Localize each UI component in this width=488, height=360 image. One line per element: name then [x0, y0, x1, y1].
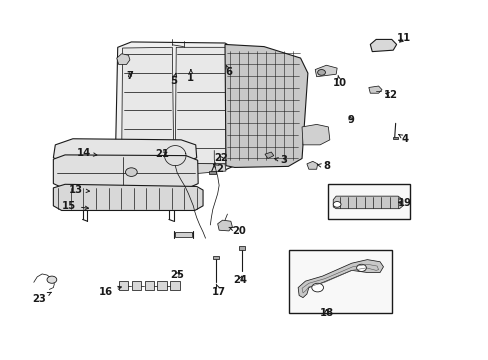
Polygon shape: [175, 232, 191, 237]
Text: 1: 1: [187, 70, 194, 83]
Text: 20: 20: [228, 226, 245, 236]
Circle shape: [125, 168, 137, 176]
Bar: [289, 250, 391, 313]
Text: 25: 25: [170, 270, 184, 280]
Text: 11: 11: [396, 33, 411, 43]
Polygon shape: [122, 47, 173, 164]
Polygon shape: [239, 246, 244, 250]
Text: 5: 5: [170, 73, 177, 86]
Text: 8: 8: [317, 161, 329, 171]
Bar: [131, 282, 141, 291]
Text: 17: 17: [212, 284, 225, 297]
Circle shape: [47, 276, 57, 283]
Bar: [119, 282, 128, 291]
Polygon shape: [306, 161, 317, 169]
Bar: [157, 282, 167, 291]
Text: 6: 6: [225, 65, 232, 77]
Bar: [170, 282, 180, 291]
Polygon shape: [213, 256, 219, 259]
Circle shape: [356, 264, 366, 271]
Text: 9: 9: [346, 115, 353, 125]
Polygon shape: [117, 54, 130, 64]
Polygon shape: [224, 44, 307, 167]
Text: 2: 2: [213, 164, 223, 174]
Circle shape: [317, 69, 325, 75]
Polygon shape: [302, 125, 329, 145]
Text: 22: 22: [214, 153, 227, 163]
Circle shape: [311, 283, 323, 292]
Bar: [392, 137, 397, 139]
Polygon shape: [315, 65, 336, 77]
Text: 19: 19: [397, 198, 410, 208]
Polygon shape: [122, 163, 225, 176]
Polygon shape: [298, 260, 383, 298]
Text: 14: 14: [76, 148, 97, 158]
Polygon shape: [264, 152, 273, 158]
Text: 10: 10: [332, 75, 346, 88]
Text: 18: 18: [319, 309, 333, 318]
Bar: [328, 184, 409, 220]
Polygon shape: [115, 42, 234, 170]
Text: 13: 13: [69, 185, 89, 195]
Polygon shape: [175, 47, 225, 164]
Polygon shape: [53, 184, 203, 211]
Text: 16: 16: [98, 286, 121, 297]
Text: 23: 23: [32, 292, 51, 304]
Circle shape: [332, 202, 340, 207]
Text: 15: 15: [62, 201, 88, 211]
Bar: [144, 282, 154, 291]
Text: 24: 24: [233, 275, 247, 285]
Polygon shape: [53, 139, 196, 162]
Text: 21: 21: [155, 149, 169, 159]
Polygon shape: [332, 196, 402, 209]
Text: 12: 12: [383, 90, 397, 100]
Polygon shape: [368, 86, 381, 93]
Text: 3: 3: [274, 155, 286, 165]
Polygon shape: [217, 220, 232, 231]
Text: 7: 7: [126, 71, 133, 81]
Polygon shape: [53, 155, 198, 189]
Polygon shape: [369, 40, 396, 51]
Bar: [209, 171, 216, 174]
Text: 4: 4: [398, 134, 408, 144]
